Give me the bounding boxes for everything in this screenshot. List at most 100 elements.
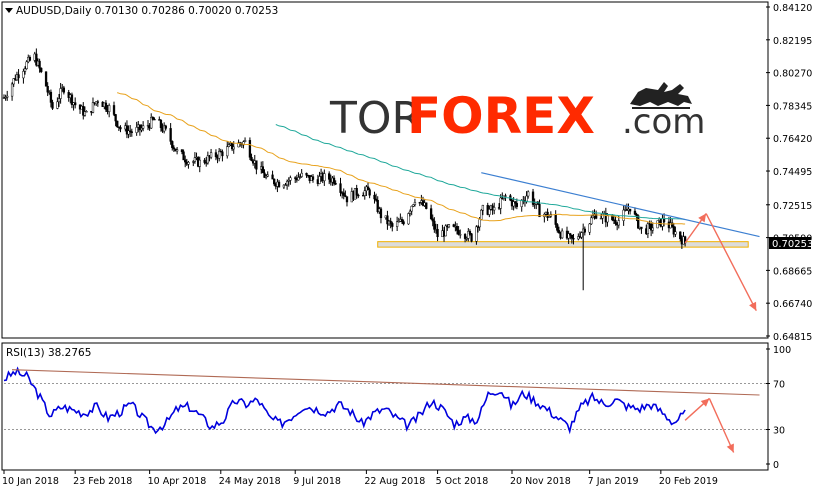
candle-body xyxy=(376,199,379,213)
candle-body xyxy=(35,53,38,66)
candle-body xyxy=(277,181,281,188)
candle-body xyxy=(129,130,132,132)
candle-body xyxy=(104,102,108,110)
candle-body xyxy=(187,162,190,165)
price-tick-label: 0.82195 xyxy=(773,36,812,47)
candle-body xyxy=(192,161,195,163)
candle-body xyxy=(515,203,519,207)
last-price-label: 0.70253 xyxy=(772,239,813,250)
last-price-tag: 0.70253 xyxy=(769,237,813,250)
candle-body xyxy=(577,236,580,240)
candle-body xyxy=(672,226,675,235)
candle-body xyxy=(95,101,98,105)
candle-body xyxy=(656,220,659,229)
candle-body xyxy=(153,118,156,121)
candle-body xyxy=(436,228,439,238)
candle-body xyxy=(6,95,9,98)
candle-body xyxy=(481,205,485,211)
candle-body xyxy=(17,74,20,79)
candle-body xyxy=(227,144,231,147)
candle-body xyxy=(379,208,383,219)
candle-body xyxy=(410,205,413,212)
candle-body xyxy=(649,223,653,231)
candle-body xyxy=(46,85,49,93)
candle-body xyxy=(538,204,541,218)
rsi-projection-up-arrow-head xyxy=(700,398,710,407)
candle-body xyxy=(230,143,234,150)
candle-body xyxy=(391,223,394,227)
candle-body xyxy=(572,238,575,240)
rsi-title: RSI(13) 38.2765 xyxy=(6,347,91,359)
price-tick-label: 0.84120 xyxy=(773,3,812,14)
candle-body xyxy=(646,223,650,235)
candle-body xyxy=(679,231,682,240)
candle-body xyxy=(590,217,593,225)
symbol-dropdown-icon[interactable] xyxy=(5,8,13,13)
candle-body xyxy=(140,128,143,131)
candle-body xyxy=(412,204,415,207)
candle-body xyxy=(85,111,88,113)
candle-body xyxy=(635,213,638,216)
candle-body xyxy=(4,97,7,99)
candle-body xyxy=(332,177,336,184)
time-tick-label: 10 Apr 2018 xyxy=(148,476,207,487)
candle-body xyxy=(243,140,247,143)
candle-body xyxy=(556,224,559,231)
candle-body xyxy=(193,157,197,162)
candle-body xyxy=(108,105,111,112)
candle-body xyxy=(407,213,410,225)
candle-body xyxy=(214,152,218,158)
rsi-tick-label: 100 xyxy=(773,345,791,356)
rsi-line xyxy=(3,366,686,435)
candle-body xyxy=(569,233,572,236)
candle-body xyxy=(242,141,245,146)
candle-body xyxy=(70,94,74,105)
candle-body xyxy=(617,220,620,226)
candle-body xyxy=(91,102,95,113)
candle-body xyxy=(12,78,15,85)
candle-body xyxy=(633,210,637,215)
candle-body xyxy=(628,208,632,212)
candle-body xyxy=(203,159,206,163)
price-tick-label: 0.72515 xyxy=(773,201,812,212)
candle-body xyxy=(418,202,421,204)
candle-body xyxy=(38,60,41,69)
price-tick-label: 0.76420 xyxy=(773,134,812,145)
bull-bear-icon xyxy=(630,82,692,109)
candle-body xyxy=(525,195,528,202)
candle-body xyxy=(25,61,28,69)
candle-body xyxy=(164,125,167,129)
candle-body xyxy=(480,209,483,220)
moving-average-slow xyxy=(275,124,686,221)
candle-body xyxy=(59,88,62,99)
candle-body xyxy=(463,234,467,239)
price-axis: 0.84120 0.82195 0.80270 0.78345 0.76420 0.744… xyxy=(766,3,812,343)
candle-body xyxy=(637,215,640,229)
candle-body xyxy=(374,198,378,201)
support-zone-layer xyxy=(377,241,749,248)
candle-body xyxy=(452,224,455,227)
candle-body xyxy=(447,224,451,228)
candle-body xyxy=(478,219,481,228)
candle-body xyxy=(531,191,535,205)
price-panel-frame xyxy=(1,1,769,339)
candle-body xyxy=(226,146,229,157)
candle-body xyxy=(117,126,121,128)
candle-body xyxy=(298,176,302,178)
candle-body xyxy=(119,127,122,130)
candle-body xyxy=(395,221,399,227)
candle-body xyxy=(218,150,221,159)
logo-forex: FOREX xyxy=(407,87,595,145)
torforex-logo: TOR FOREX .com xyxy=(329,82,705,145)
candle-body xyxy=(135,127,138,133)
candle-body xyxy=(339,183,342,193)
candle-body xyxy=(514,201,517,204)
rsi-layer: 100 70 30 0 xyxy=(3,345,791,471)
candle-body xyxy=(264,175,268,178)
candle-body xyxy=(56,101,59,109)
candle-body xyxy=(504,195,507,197)
rsi-tick-label: 0 xyxy=(773,460,779,471)
candle-body xyxy=(527,191,530,197)
candle-body xyxy=(444,225,447,237)
price-tick-label: 0.78345 xyxy=(773,101,812,112)
